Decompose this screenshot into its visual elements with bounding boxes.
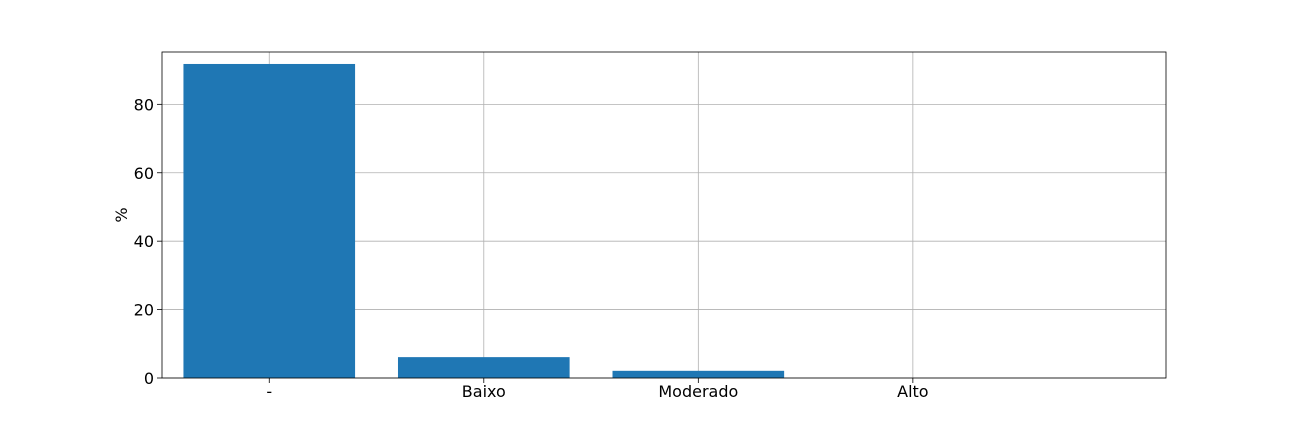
y-tick-label: 40: [134, 232, 154, 251]
axis-ticks: - Baixo Moderado Alto 0 20 40 60 80: [134, 95, 929, 401]
x-tick-label: Alto: [897, 382, 928, 401]
x-tick-label: Baixo: [462, 382, 506, 401]
bar-0: [183, 63, 356, 378]
plot-frame: [161, 51, 1167, 379]
y-tick-label: 0: [144, 369, 154, 388]
bar-2: [612, 370, 785, 378]
bar-1: [397, 357, 570, 378]
x-tick-label: -: [266, 382, 272, 401]
y-axis-label: %: [112, 207, 131, 222]
bars: [183, 63, 785, 378]
y-tick-label: 60: [134, 164, 154, 183]
y-tick-label: 20: [134, 301, 154, 320]
x-tick-label: Moderado: [658, 382, 738, 401]
y-tick-label: 80: [134, 95, 154, 114]
